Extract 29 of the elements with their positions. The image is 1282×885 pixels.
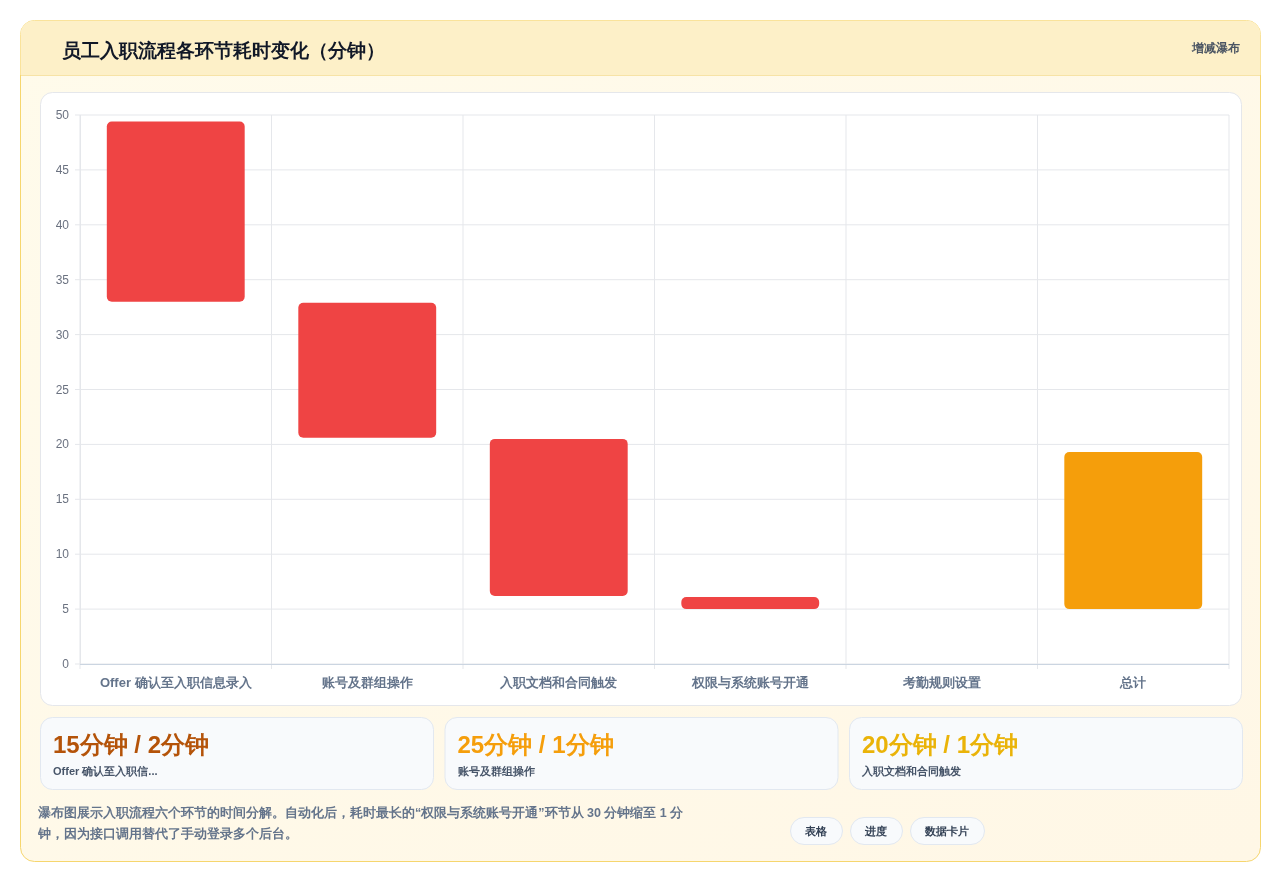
y-tick-label: 15 [55, 492, 70, 507]
y-tick-label: 10 [55, 547, 70, 562]
chart-title: 员工入职流程各环节耗时变化（分钟） [62, 40, 385, 61]
y-tick-label: 50 [55, 108, 70, 122]
text: Offer 确认至入职信... [53, 765, 158, 778]
x-tick-label: 权限与系统账号开通 [690, 675, 810, 690]
text: 入职文档和合同触发 [861, 765, 961, 778]
y-tick-label: 5 [62, 602, 70, 617]
text: 15分钟 / 2分钟 [53, 731, 210, 758]
text: 20分钟 / 1分钟 [862, 731, 1019, 758]
x-tick-label: 入职文档和合同触发 [499, 675, 618, 690]
text: 表格 [804, 825, 828, 837]
chart-subtitle: 增减瀑布 [1191, 41, 1240, 55]
x-tick-label: Offer 确认至入职信息录入 [99, 675, 253, 690]
y-tick-label: 45 [55, 162, 70, 177]
y-tick-label: 35 [55, 272, 70, 287]
y-tick-label: 40 [55, 217, 70, 232]
y-tick-label: 20 [55, 437, 70, 452]
text: 25分钟 / 1分钟 [457, 731, 614, 758]
text: 账号及群组操作 [456, 765, 535, 777]
y-tick-label: 25 [55, 382, 70, 397]
x-tick-label: 考勤规则设置 [901, 675, 981, 690]
y-tick-label: 0 [62, 657, 70, 671]
text: 数据卡片 [924, 825, 969, 837]
text: 瀑布图展示入职流程六个环节的时间分解。自动化后，耗时最长的“权限与系统账号开通”环节从 30 分钟缩至 1 分钟，因为接口调用替代了手动登录多个后台。 [38, 805, 685, 843]
y-tick-label: 30 [55, 327, 70, 342]
x-tick-label: 总计 [1119, 675, 1147, 690]
x-tick-label: 账号及群组操作 [320, 675, 413, 690]
text: 进度 [864, 825, 887, 837]
